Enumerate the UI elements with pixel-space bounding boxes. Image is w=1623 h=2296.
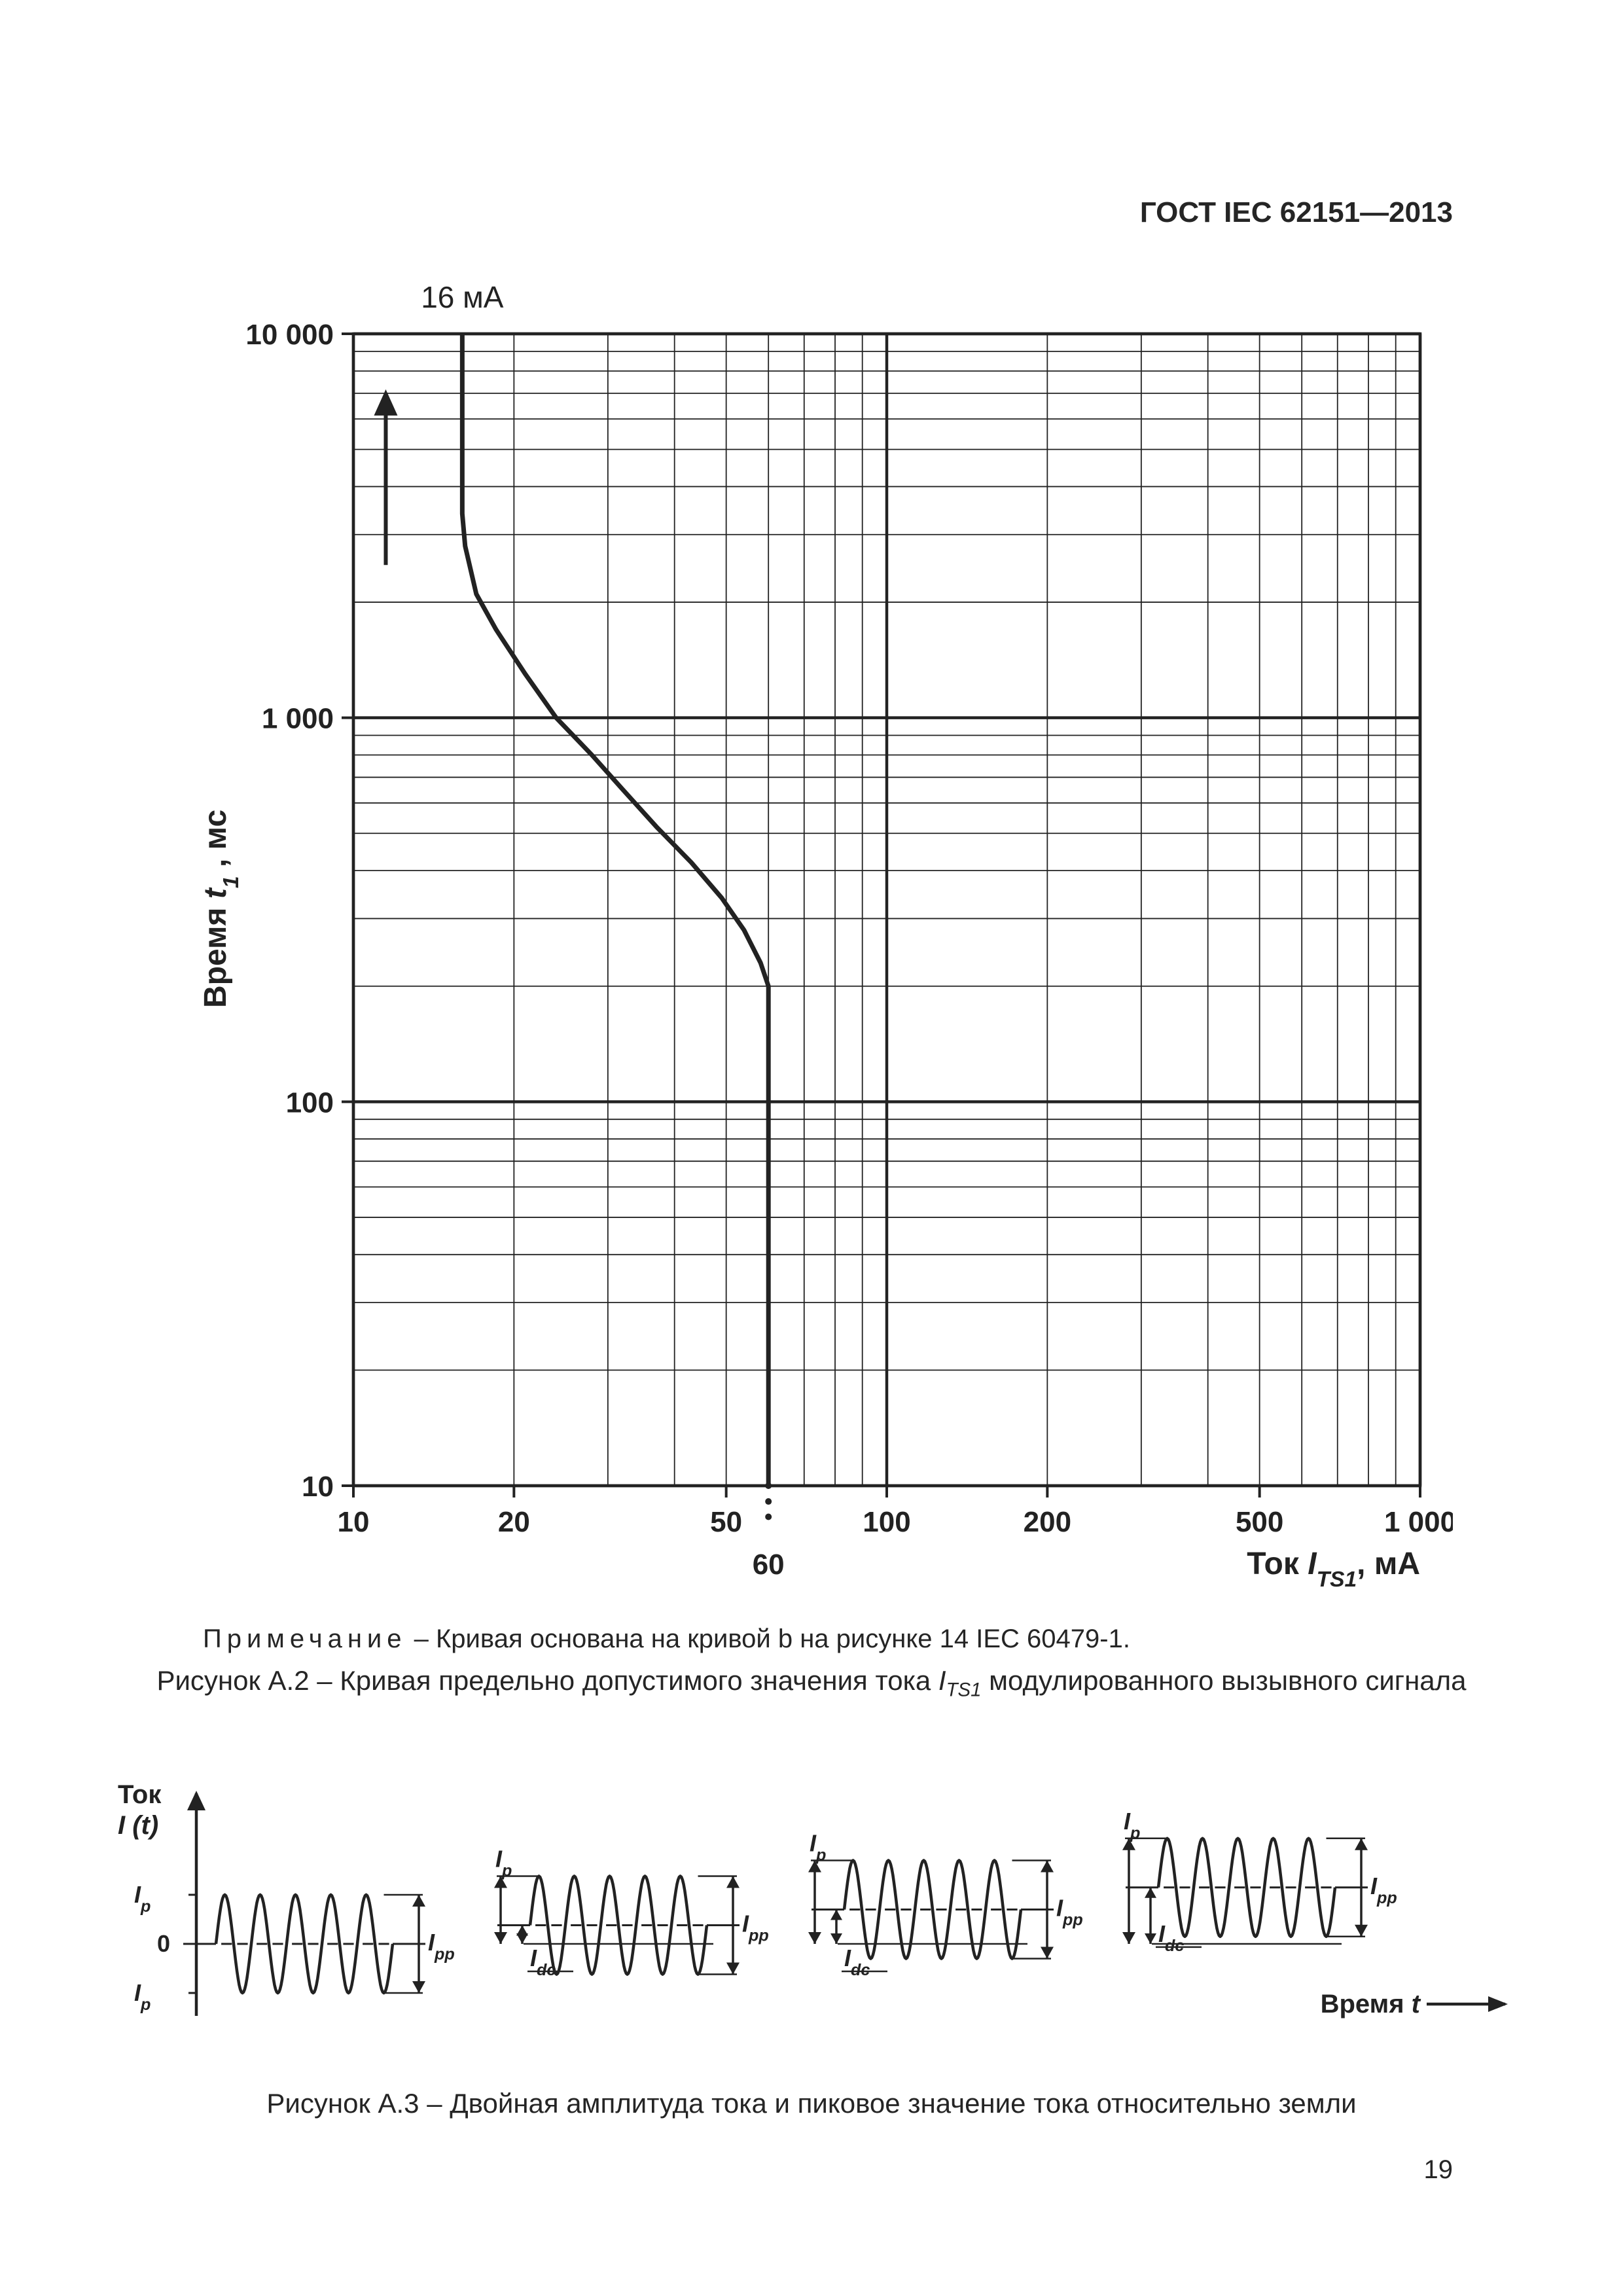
note-text: – Кривая основана на кривой b на рисунке… bbox=[407, 1624, 1130, 1653]
caption-a2-prefix: Рисунок А.2 – Кривая предельно допустимо… bbox=[156, 1665, 938, 1696]
figure-a3-waveforms: ТокI (t)0IpIpВремя tIppIppIpIdcIppIpIdcI… bbox=[98, 1774, 1525, 2049]
svg-text:10: 10 bbox=[302, 1471, 334, 1503]
figure-a3-caption: Рисунок А.3 – Двойная амплитуда тока и п… bbox=[144, 2088, 1479, 2119]
svg-text:20: 20 bbox=[498, 1506, 530, 1538]
svg-text:1 000: 1 000 bbox=[262, 703, 334, 735]
svg-text:Ipp: Ipp bbox=[428, 1929, 455, 1964]
svg-text:Ток: Ток bbox=[118, 1780, 162, 1809]
caption-a2-sub: TS1 bbox=[946, 1679, 982, 1700]
svg-text:0: 0 bbox=[157, 1930, 170, 1957]
svg-text:10 000: 10 000 bbox=[245, 319, 334, 351]
caption-a2-var: I bbox=[938, 1665, 946, 1696]
note-prefix: Примечание bbox=[203, 1624, 407, 1653]
svg-text:Ipp: Ipp bbox=[742, 1910, 769, 1945]
svg-text:Ip: Ip bbox=[1124, 1808, 1140, 1842]
standard-id: ГОСТ IEC 62151—2013 bbox=[1140, 196, 1453, 229]
svg-text:I (t): I (t) bbox=[118, 1811, 158, 1840]
figure-a2-caption: Рисунок А.2 – Кривая предельно допустимо… bbox=[144, 1662, 1479, 1703]
svg-text:Время t: Время t bbox=[1321, 1990, 1421, 2018]
figure-a2-note: Примечание – Кривая основана на кривой b… bbox=[203, 1623, 1446, 1655]
svg-text:1 000: 1 000 bbox=[1384, 1506, 1453, 1538]
svg-text:16 мА: 16 мА bbox=[421, 280, 504, 314]
svg-text:100: 100 bbox=[863, 1506, 910, 1538]
svg-text:Ip: Ip bbox=[134, 1979, 151, 2014]
svg-text:Ipp: Ipp bbox=[1056, 1895, 1083, 1929]
svg-text:60: 60 bbox=[753, 1549, 785, 1581]
svg-text:Ip: Ip bbox=[134, 1881, 151, 1916]
svg-text:Ipp: Ipp bbox=[1370, 1873, 1397, 1907]
svg-text:50: 50 bbox=[710, 1506, 742, 1538]
svg-text:Ip: Ip bbox=[810, 1830, 826, 1865]
svg-text:500: 500 bbox=[1236, 1506, 1283, 1538]
svg-text:200: 200 bbox=[1024, 1506, 1071, 1538]
caption-a2-suffix: модулированного вызывного сигнала bbox=[981, 1665, 1466, 1696]
svg-text:10: 10 bbox=[338, 1506, 370, 1538]
page-number: 19 bbox=[1424, 2155, 1454, 2185]
svg-text:Время t1 , мс: Время t1 , мс bbox=[198, 810, 243, 1008]
figure-a2-chart: 10 20 50 100 200 500 1 000 60 10 100 1 000 10 000 16… bbox=[196, 262, 1453, 1604]
svg-text:Ip: Ip bbox=[495, 1846, 512, 1880]
svg-text:Ток ITS1, мА: Ток ITS1, мА bbox=[1247, 1547, 1420, 1592]
svg-text:100: 100 bbox=[286, 1086, 334, 1119]
